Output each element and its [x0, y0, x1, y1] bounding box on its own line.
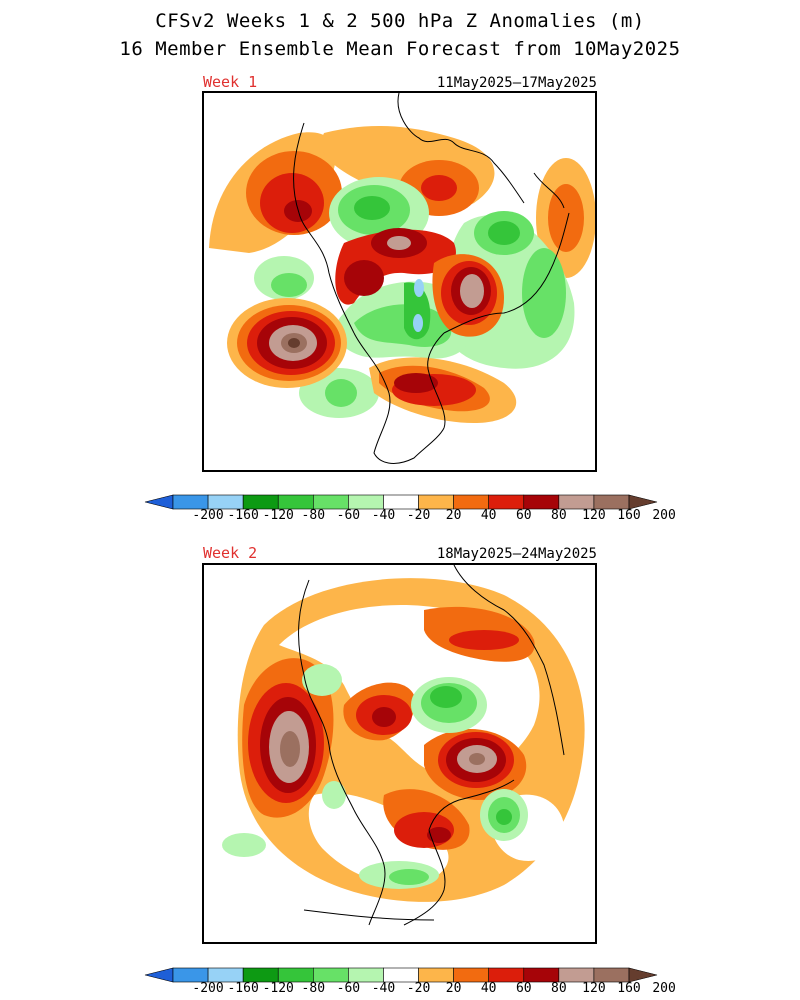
week1-label: Week 1 [203, 73, 258, 91]
week2-colorbar-swatch [558, 967, 595, 983]
week1-colorbar-tick-label: -80 [301, 508, 326, 523]
w2-anomaly-negative-nw [302, 664, 342, 696]
week1-colorbar-swatch [207, 494, 244, 510]
week1-colorbar-tick-label: -200 [192, 508, 224, 523]
week1-colorbar-min-arrow [144, 494, 174, 510]
week2-colorbar-swatch [383, 967, 419, 983]
week1-colorbar-tick-label: -60 [336, 508, 361, 523]
week2-colorbar-tick-label: -120 [262, 981, 294, 996]
week2-colorbar-swatch [172, 967, 209, 983]
week1-colorbar-tick-label: 80 [551, 508, 567, 523]
week2-colorbar-tick-label: 20 [445, 981, 462, 996]
week1-colorbar-tick-label: 160 [617, 508, 641, 523]
week1-colorbar-swatch [383, 494, 419, 510]
week2-colorbar-tick-label: -40 [371, 981, 396, 996]
week1-colorbar-swatch [172, 494, 209, 510]
week2-colorbar-swatch [523, 967, 560, 983]
week1-colorbar-swatch [277, 494, 314, 510]
w2-anomaly-negative-w [222, 833, 266, 857]
week1-colorbar-swatch [348, 494, 384, 510]
week2-label: Week 2 [203, 544, 258, 562]
week2-colorbar-swatch [313, 967, 349, 983]
week1-colorbar-tick-label: -120 [262, 508, 294, 523]
week2-colorbar-tick-label: 80 [551, 981, 567, 996]
week2-anomaly-map [210, 565, 590, 942]
week2-colorbar-tick-label: -60 [336, 981, 361, 996]
week2-map [202, 563, 597, 944]
week1-colorbar-tick-label: 120 [582, 508, 606, 523]
week2-colorbar-tick-label: 120 [582, 981, 606, 996]
week1-colorbar-tick-label: -20 [406, 508, 431, 523]
week2-colorbar-tick-label: -160 [227, 981, 259, 996]
week1-colorbar-tick-label: 60 [515, 508, 532, 523]
week2-colorbar-swatch [593, 967, 630, 983]
week2-colorbar-swatch [418, 967, 454, 983]
week2-colorbar-tick-label: -80 [301, 981, 326, 996]
week1-colorbar-tick-label: -40 [371, 508, 396, 523]
week1-colorbar-swatches [144, 494, 658, 510]
week2-date-range: 18May2025–24May2025 [436, 546, 597, 562]
week1-colorbar-max-arrow [628, 494, 658, 510]
week2-colorbar-tick-label: 200 [652, 981, 676, 996]
week1-colorbar-swatch [313, 494, 349, 510]
week1-colorbar-swatch [523, 494, 560, 510]
week2-colorbar: -200 -160 -120 -80 -60 -40 -20 20 40 60 80 120 160 20… [143, 966, 676, 1000]
week2-colorbar-swatch [453, 967, 489, 983]
week2-colorbar-tick-label: 60 [515, 981, 532, 996]
week2-colorbar-swatch [348, 967, 384, 983]
week2-colorbar-tick-label: -200 [192, 981, 224, 996]
week2-colorbar-min-arrow [144, 967, 174, 983]
week1-colorbar-tick-label: 200 [652, 508, 676, 523]
week1-colorbar-swatch [558, 494, 595, 510]
week2-colorbar-max-arrow [628, 967, 658, 983]
week1-colorbar-swatch [242, 494, 279, 510]
week2-colorbar-tick-label: -20 [406, 981, 431, 996]
week1-colorbar-swatch [453, 494, 489, 510]
w1-coastlines [293, 93, 570, 464]
week1-map [202, 91, 597, 472]
week2-colorbar-tick-label: 40 [480, 981, 497, 996]
week2-colorbar-swatch [207, 967, 244, 983]
week1-colorbar-tick-label: 40 [480, 508, 497, 523]
week1-anomaly-map [209, 93, 595, 470]
chart-title-line1: CFSv2 Weeks 1 & 2 500 hPa Z Anomalies (m… [155, 10, 645, 32]
week2-colorbar-swatch [242, 967, 279, 983]
week1-colorbar-tick-label: 20 [445, 508, 462, 523]
week1-colorbar-tick-label: -160 [227, 508, 259, 523]
week1-date-range: 11May2025–17May2025 [436, 75, 597, 91]
week2-colorbar-swatch [277, 967, 314, 983]
week1-colorbar-swatch [418, 494, 454, 510]
week1-colorbar-swatch [593, 494, 630, 510]
w2-coastlines [298, 565, 565, 926]
chart-title-line2: 16 Member Ensemble Mean Forecast from 10… [119, 38, 681, 60]
week2-colorbar-swatch [488, 967, 525, 983]
week2-colorbar-swatches [144, 967, 658, 983]
week2-colorbar-tick-label: 160 [617, 981, 641, 996]
week1-colorbar-swatch [488, 494, 525, 510]
week1-colorbar: -200 -160 -120 -80 -60 -40 -20 20 40 60 80 120 160 20… [143, 493, 676, 527]
